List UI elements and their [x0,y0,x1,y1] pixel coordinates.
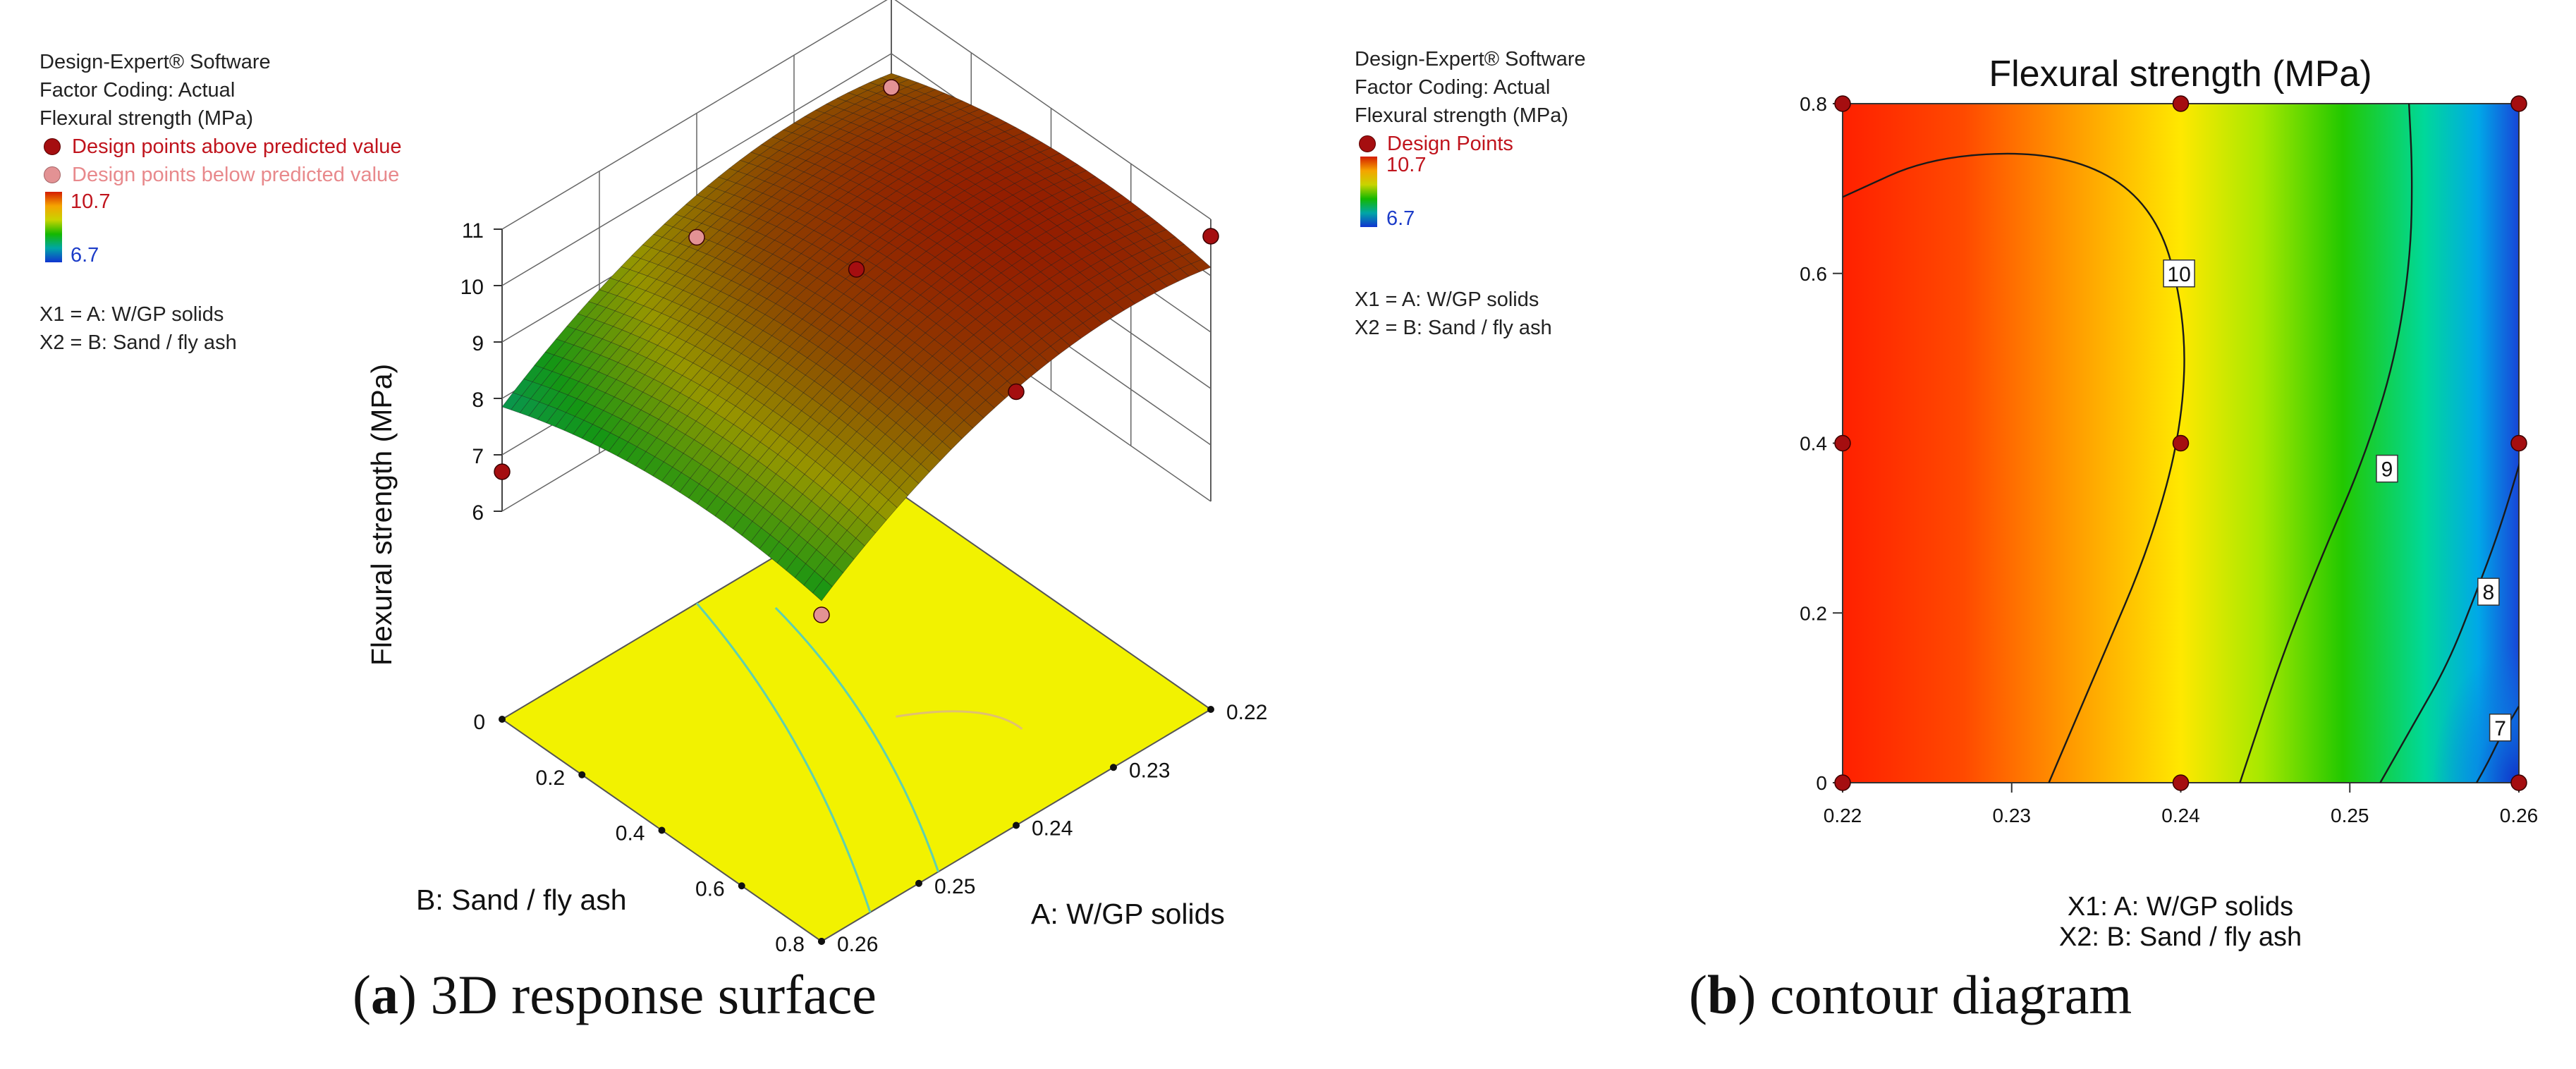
surface-colorbar-max: 10.7 [71,190,111,213]
caption-a-text: 3D response surface [416,964,877,1025]
b-axis-title: B: Sand / fly ash [416,884,627,916]
b-tick-label: 0.6 [695,877,725,900]
design-point-below [883,79,900,96]
surface-colorbar-min: 6.7 [71,244,99,267]
surface-factor-legend: X1 = A: W/GP solids X2 = B: Sand / fly a… [39,300,237,357]
floor-contour-line [695,602,872,913]
legend-software: Design-Expert® Software [39,51,271,73]
contour-legend-response: Flexural strength (MPa) [1355,104,1568,127]
a-tick [1207,706,1214,713]
contour-factor-legend: X1 = A: W/GP solids X2 = B: Sand / fly a… [1355,286,1552,342]
a-tick-label: 0.22 [1226,701,1267,724]
a-tick [818,938,825,945]
design-point-below [688,228,705,246]
legend-above-label: Design points above predicted value [72,135,402,158]
contour-legend-software: Design-Expert® Software [1355,48,1586,71]
contour-legend-factor-coding: Factor Coding: Actual [1355,76,1551,99]
point-below-marker-icon [44,166,61,183]
b-tick [578,771,586,778]
b-tick [738,882,745,890]
point-above-marker-icon [44,138,61,155]
a-tick-label: 0.24 [1032,817,1073,841]
wall-gridline [501,0,1211,230]
b-tick-label: 0.4 [616,822,645,845]
contour-legend: Design-Expert® Software Factor Coding: A… [1355,45,1586,158]
design-point-above [1008,383,1025,401]
floor-contour-line [896,710,1023,731]
z-tick-label: 6 [472,501,484,525]
a-tick-label: 0.23 [1129,759,1170,782]
z-tick-label: 11 [462,219,484,243]
a-tick-label: 0.25 [934,875,975,898]
contour-legend-x2: X2 = B: Sand / fly ash [1355,317,1552,339]
b-tick-label: 0 [473,711,485,734]
a-tick [1013,821,1020,829]
surface-colorbar [45,192,62,262]
floor-contour-line [774,606,940,872]
caption-b-text: contour diagram [1756,964,2132,1025]
a-tick [915,879,922,887]
contour-colorbar [1360,157,1377,227]
b-tick-label: 0.8 [775,933,805,956]
surface-patch [1190,259,1211,272]
legend-x1: X1 = A: W/GP solids [39,303,224,326]
z-axis-title: Flexural strength (MPa) [365,364,398,666]
contour-legend-x1: X1 = A: W/GP solids [1355,288,1539,311]
b-tick-label: 0.2 [536,766,566,790]
legend-below-entry: Design points below predicted value [39,161,402,189]
contour-legend-points-entry: Design Points [1355,130,1586,158]
legend-x2: X2 = B: Sand / fly ash [39,331,237,354]
design-point-above [1202,228,1219,245]
z-tick-label: 10 [460,276,484,299]
caption-b-letter: b [1707,964,1738,1025]
legend-above-entry: Design points above predicted value [39,133,402,161]
legend-below-label: Design points below predicted value [72,164,400,186]
contour-colorbar-max: 10.7 [1386,154,1427,176]
surface-legend: Design-Expert® Software Factor Coding: A… [39,48,402,189]
caption-3d-surface: (a) 3D response surface [353,964,877,1025]
b-tick [499,716,506,723]
z-tick-label: 7 [472,445,484,468]
a-axis-title: A: W/GP solids [1031,898,1225,930]
z-tick-label: 8 [472,389,484,412]
legend-factor-coding: Factor Coding: Actual [39,79,236,102]
design-point-above [494,463,511,480]
design-point-above [848,261,865,278]
caption-a-letter: a [370,964,398,1025]
z-tick-label: 9 [472,332,484,355]
b-tick [658,826,666,834]
legend-response: Flexural strength (MPa) [39,107,253,130]
contour-colorbar-min: 6.7 [1386,207,1415,230]
design-point-marker-icon [1359,135,1376,152]
a-tick-label: 0.26 [837,933,878,956]
caption-contour: (b) contour diagram [1689,964,2132,1025]
contour-legend-points-label: Design Points [1387,133,1513,155]
a-tick [1110,764,1117,771]
design-point-below [813,606,830,623]
